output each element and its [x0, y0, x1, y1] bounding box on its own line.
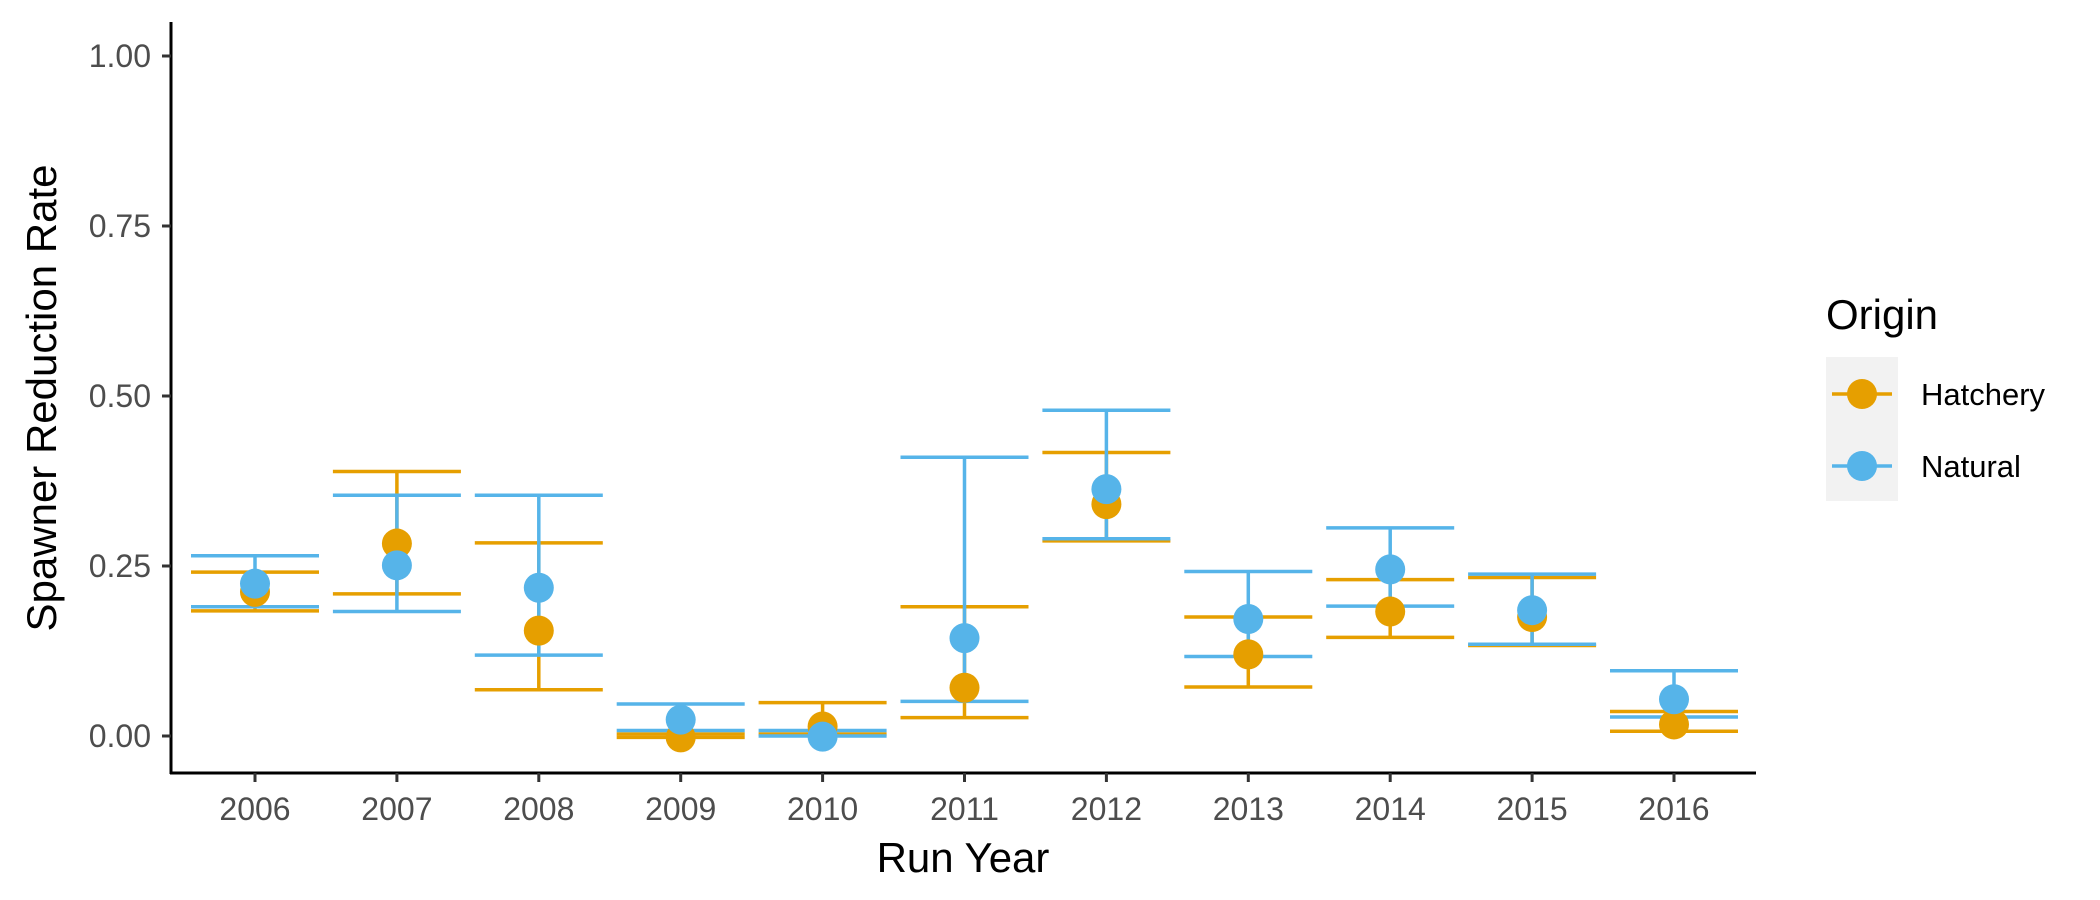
data-point — [1233, 639, 1264, 670]
x-tick-label: 2008 — [503, 791, 574, 827]
data-point — [1375, 554, 1406, 585]
legend-key-point — [1847, 379, 1877, 409]
data-point — [949, 623, 980, 654]
data-point — [1659, 709, 1689, 740]
points-natural — [240, 474, 1689, 752]
data-point — [1517, 595, 1548, 626]
x-axis-title: Run Year — [877, 834, 1050, 881]
data-point — [1233, 604, 1264, 635]
x-tick-label: 2010 — [787, 791, 858, 827]
legend-items: Hatchery Natural — [1832, 377, 2046, 484]
data-point — [1659, 684, 1689, 715]
data-point — [240, 568, 270, 599]
data-point — [523, 572, 554, 603]
y-tick-label: 0.00 — [89, 718, 151, 754]
x-tick-label: 2013 — [1213, 791, 1284, 827]
data-point — [1375, 596, 1406, 627]
x-tick-label: 2015 — [1497, 791, 1568, 827]
x-tick-label: 2006 — [219, 791, 290, 827]
y-axis-title: Spawner Reduction Rate — [18, 165, 65, 632]
legend-label: Hatchery — [1921, 377, 2046, 412]
y-tick-label: 0.25 — [89, 548, 151, 584]
legend-title: Origin — [1826, 291, 1938, 338]
data-point — [381, 528, 412, 559]
legend-label: Natural — [1921, 449, 2021, 484]
legend-key-point — [1847, 451, 1877, 481]
x-tick-label: 2012 — [1071, 791, 1142, 827]
x-tick-label: 2014 — [1355, 791, 1426, 827]
y-tick-label: 0.75 — [89, 208, 151, 244]
data-point — [523, 615, 554, 646]
y-tick-label: 0.50 — [89, 378, 151, 414]
data-point — [665, 704, 696, 735]
x-tick-label: 2009 — [645, 791, 716, 827]
x-tick-label: 2011 — [930, 791, 999, 827]
x-axis-ticks: 2006 2007 2008 2009 2010 2011 2012 2013 2014 2015… — [219, 773, 1710, 827]
data-point — [949, 672, 980, 703]
legend: Origin Hatchery Natural — [1826, 291, 2046, 501]
x-tick-label: 2007 — [361, 791, 432, 827]
data-point — [1091, 474, 1122, 505]
data-point — [381, 550, 412, 581]
data-point — [807, 721, 838, 752]
y-axis-ticks: 0.00 0.25 0.50 0.75 1.00 — [89, 38, 171, 754]
y-tick-label: 1.00 — [89, 38, 151, 74]
data-marks — [191, 408, 1738, 753]
x-tick-label: 2016 — [1638, 791, 1709, 827]
